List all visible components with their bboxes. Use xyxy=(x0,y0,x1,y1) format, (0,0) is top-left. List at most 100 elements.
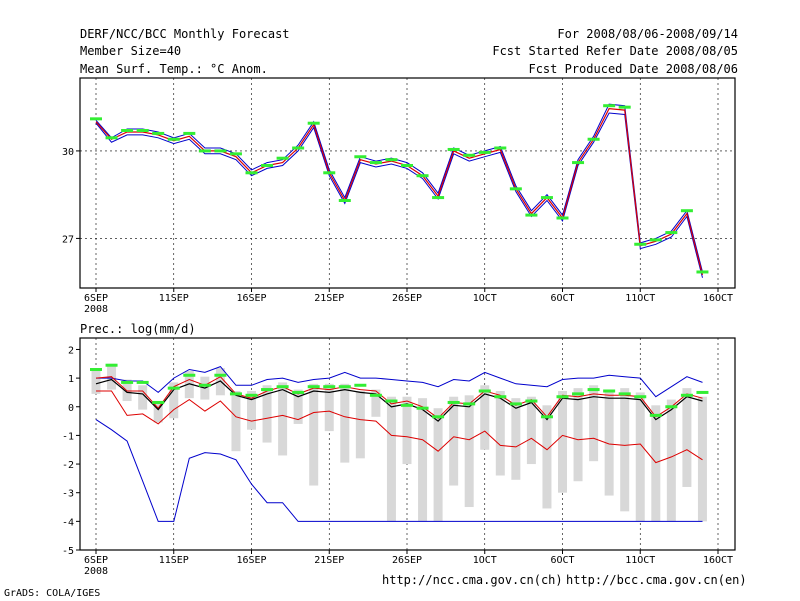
prec-lower-line xyxy=(96,390,703,464)
prec-mark xyxy=(198,383,211,387)
prec-spread-bar xyxy=(666,399,676,522)
temp-mark xyxy=(121,129,134,132)
prec-spread-bar xyxy=(402,396,412,465)
prec-mark xyxy=(478,389,491,393)
prec-mark xyxy=(603,389,616,393)
temp-mark xyxy=(385,158,398,162)
temp-mark xyxy=(105,136,118,140)
temp-xtick-label: 16SEP xyxy=(236,293,266,304)
temp-ytick-label: 30 xyxy=(62,147,74,158)
prec-spread-bar xyxy=(589,385,599,462)
prec-mark xyxy=(509,402,522,406)
temp-mark xyxy=(338,199,351,202)
grads-credit: GrADS: COLA/IGES xyxy=(4,588,101,599)
prec-spread-bar xyxy=(558,391,567,493)
temp-mark xyxy=(261,164,274,167)
prec-mark xyxy=(136,380,149,384)
prec-ytick-label: -4 xyxy=(62,517,74,528)
prec-xtick-label: 6OCT xyxy=(550,555,574,566)
prec-spread-bar xyxy=(231,391,241,452)
prec-mark xyxy=(338,385,351,389)
prec-xtick-label: 26SEP xyxy=(392,555,422,566)
prec-mark xyxy=(540,415,553,419)
prec-mark xyxy=(121,380,134,384)
prec-mark xyxy=(649,413,662,417)
prec-xtick-label: 16OCT xyxy=(703,555,733,566)
temp-mark xyxy=(307,121,320,125)
temp-mark xyxy=(572,161,585,165)
temp-mark xyxy=(696,270,709,274)
temp-mark xyxy=(90,117,102,121)
prec-spread-bar xyxy=(153,402,163,423)
precip-title: Prec.: log(mm/d) xyxy=(80,322,196,336)
temp-mark xyxy=(292,146,305,150)
temp-mark xyxy=(525,213,538,217)
prec-mark xyxy=(167,386,180,390)
temp-mark xyxy=(432,196,445,200)
prec-mark xyxy=(105,363,118,367)
temp-mark xyxy=(167,137,180,141)
temp-mark xyxy=(136,129,149,132)
temp-xtick-label: 21SEP xyxy=(314,293,344,304)
temp-mark xyxy=(369,161,382,165)
temp-mark xyxy=(618,105,631,109)
temp-mark xyxy=(323,171,336,175)
prec-spread-bar xyxy=(635,392,645,522)
temp-mark xyxy=(354,155,367,159)
temp-min-line xyxy=(95,112,703,278)
prec-mark xyxy=(354,383,367,387)
prec-mark xyxy=(152,400,165,404)
prec-spread-bar xyxy=(293,389,303,424)
prec-spread-bar xyxy=(262,385,272,443)
temp-variable-label: Mean Surf. Temp.: °C Anom. xyxy=(80,62,268,76)
prec-ytick-label: -5 xyxy=(62,546,74,557)
prec-mark xyxy=(432,415,445,419)
bcc-url[interactable]: http://bcc.cma.gov.cn(en) xyxy=(566,573,747,587)
prec-spread-bar xyxy=(340,383,350,463)
prec-xtick-label: 6SEP xyxy=(84,555,108,566)
prec-spread-bar xyxy=(418,398,428,522)
prec-ytick-label: 0 xyxy=(68,403,74,414)
produced-date: Fcst Produced Date 2008/08/06 xyxy=(528,62,738,76)
prec-mark xyxy=(665,405,678,409)
prec-xtick-label: 1OCT xyxy=(473,555,497,566)
prec-spread-bar xyxy=(138,385,148,410)
temp-mark xyxy=(276,156,289,160)
prec-mark xyxy=(556,395,569,399)
prec-spread-bar xyxy=(309,383,319,486)
prec-mark xyxy=(369,393,382,397)
prec-spread-bar xyxy=(480,385,490,450)
prec-mean-line xyxy=(95,378,703,422)
prec-mark xyxy=(618,392,631,396)
temp-xtick-label: 16OCT xyxy=(703,293,733,304)
prec-spread-bar xyxy=(651,405,661,522)
prec-xtick-label: 11OCT xyxy=(625,555,655,566)
prec-ytick-label: -2 xyxy=(62,460,74,471)
prec-spread-bar xyxy=(184,370,194,399)
prec-spread-bar xyxy=(278,382,288,456)
temp-mark xyxy=(183,131,196,135)
prec-xsub-label: 2008 xyxy=(84,566,108,577)
prec-xtick-label: 11SEP xyxy=(159,555,189,566)
prec-mark xyxy=(323,385,336,389)
prec-spread-bar xyxy=(573,388,583,482)
ncc-url[interactable]: http://ncc.cma.gov.cn(ch) xyxy=(382,573,563,587)
prec-mark xyxy=(401,403,413,407)
temp-mark xyxy=(587,137,600,141)
prec-mark xyxy=(680,393,693,397)
prec-mark xyxy=(447,400,460,404)
prec-ytick-label: -3 xyxy=(62,489,74,500)
prec-spread-bar xyxy=(122,379,132,402)
temp-mark xyxy=(540,196,553,200)
temp-xtick-label: 11SEP xyxy=(159,293,189,304)
temp-mark xyxy=(509,187,522,191)
prec-mark xyxy=(525,399,538,403)
prec-spread-bar xyxy=(542,405,552,509)
prec-spread-bar xyxy=(169,382,179,419)
prec-spread-bar xyxy=(91,369,101,394)
temp-mark xyxy=(603,104,616,108)
prec-spread-bar xyxy=(464,395,474,508)
chart-title: DERF/NCC/BCC Monthly Forecast xyxy=(80,27,290,41)
temp-ytick-label: 27 xyxy=(62,234,74,245)
